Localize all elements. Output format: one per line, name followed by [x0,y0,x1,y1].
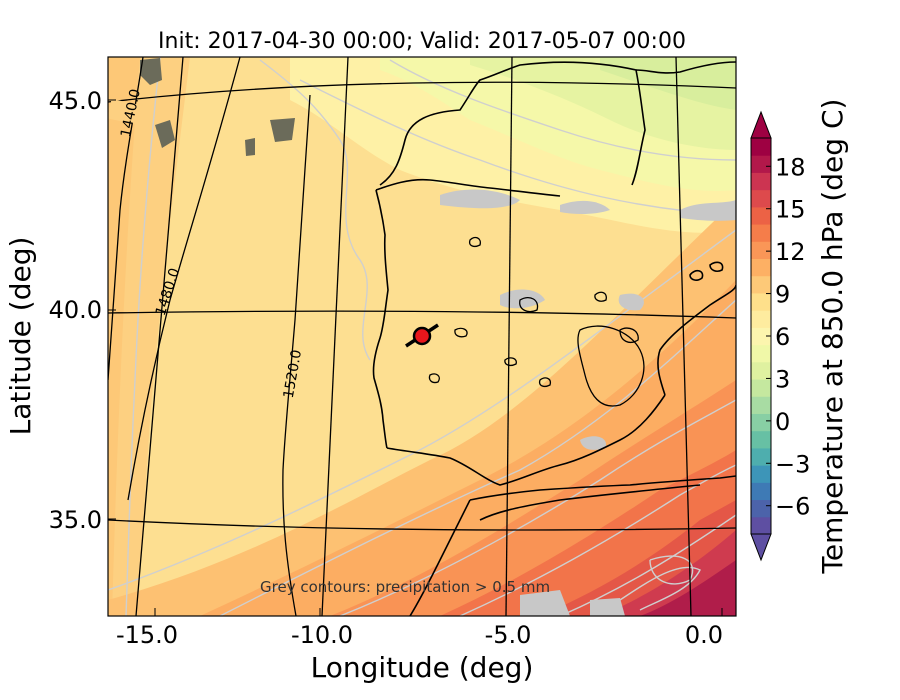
coastlines [372,61,736,616]
colorbar-segment [751,344,771,363]
y-tick-label: 45.0 [49,87,102,115]
colorbar-segment [751,465,771,483]
map-frame [107,56,737,617]
x-tick-label: -10.0 [291,621,353,649]
colorbar-segment [751,224,771,242]
colorbar-segment [751,379,771,397]
colorbar-segment [751,327,771,346]
colorbar-segment [751,413,771,432]
colorbar-segment [751,447,771,466]
x-tick-label: 0.0 [685,621,723,649]
colorbar-segment [751,482,771,501]
location-marker [405,323,439,348]
y-axis: 45.0 40.0 35.0 Latitude (deg) [4,87,116,534]
temperature-contours [108,57,736,616]
terrain-patches [140,58,295,156]
colorbar-segments [751,138,771,535]
colorbar-segment [751,258,771,277]
colorbar-segment [751,155,771,173]
colorbar-tick-label: −3 [775,450,810,478]
figure-title: Init: 2017-04-30 00:00; Valid: 2017-05-0… [158,29,686,54]
colorbar-segment [751,361,771,380]
colorbar-label: Temperature at 850.0 hPa (deg C) [816,99,849,575]
colorbar-tick-label: 9 [775,281,790,309]
colorbar-tick-label: 3 [775,365,790,393]
colorbar-segment [751,138,771,156]
colorbar-segment [751,206,771,225]
x-axis-label: Longitude (deg) [311,651,534,684]
x-axis: -15.0 -10.0 -5.0 0.0 Longitude (deg) [116,608,723,684]
graticule [108,57,736,616]
colorbar: 18 15 12 9 6 3 0 −3 −6 Temperature at 850.0 hPa … [750,99,849,575]
colorbar-extend-min [750,533,772,562]
colorbar-tick-label: 12 [775,238,806,266]
colorbar-segment [751,516,771,535]
colorbar-ticks: 18 15 12 9 6 3 0 −3 −6 [766,153,810,521]
precipitation-note: Grey contours: precipitation > 0.5 mm [260,578,550,596]
map-area: 1440.0 1480.0 1520.0 [108,57,736,616]
colorbar-tick-label: 0 [775,408,790,436]
colorbar-segment [751,499,771,518]
x-tick-label: -5.0 [485,621,532,649]
colorbar-segment [751,396,771,414]
colorbar-segment [751,310,771,328]
colorbar-segment [751,172,771,191]
colorbar-tick-label: −6 [775,493,810,521]
colorbar-segment [751,430,771,449]
colorbar-tick-label: 18 [775,153,806,181]
colorbar-tick-label: 15 [775,196,806,224]
colorbar-segment [751,189,771,208]
precipitation-patches [440,189,736,616]
x-tick-label: -15.0 [116,621,178,649]
interior-contours [428,236,645,407]
colorbar-segment [751,241,771,260]
y-tick-label: 35.0 [49,506,102,534]
colorbar-extend-max [750,110,772,139]
colorbar-segment [751,292,771,311]
colorbar-tick-label: 6 [775,323,790,351]
colorbar-segment [751,275,771,294]
y-axis-label: Latitude (deg) [4,237,37,436]
y-tick-label: 40.0 [49,296,102,324]
